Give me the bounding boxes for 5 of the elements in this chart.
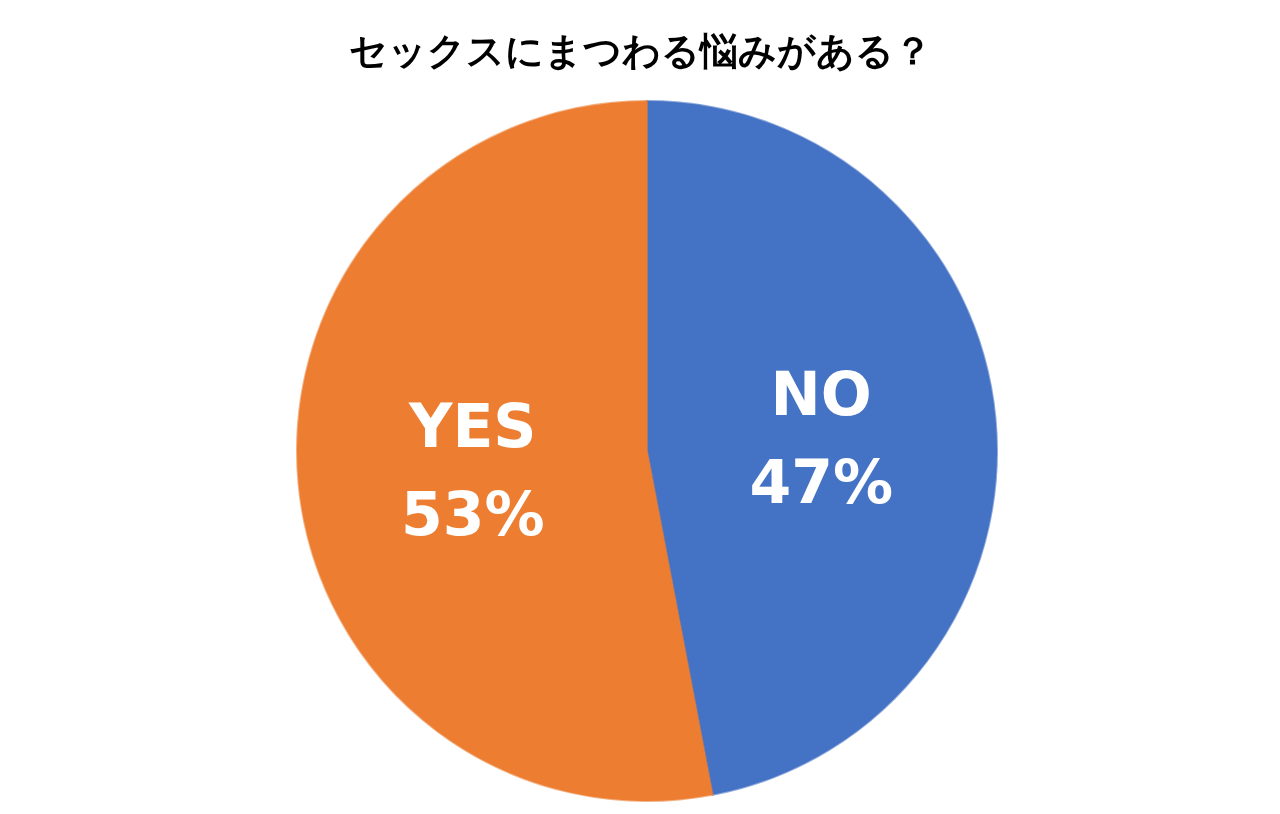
slice-label: YES xyxy=(407,391,537,462)
slice-label: NO xyxy=(770,358,872,429)
chart-title: セックスにまつわる悩みがある？ xyxy=(348,29,932,73)
data-label: 47% xyxy=(749,446,894,517)
data-label: 53% xyxy=(400,479,545,550)
